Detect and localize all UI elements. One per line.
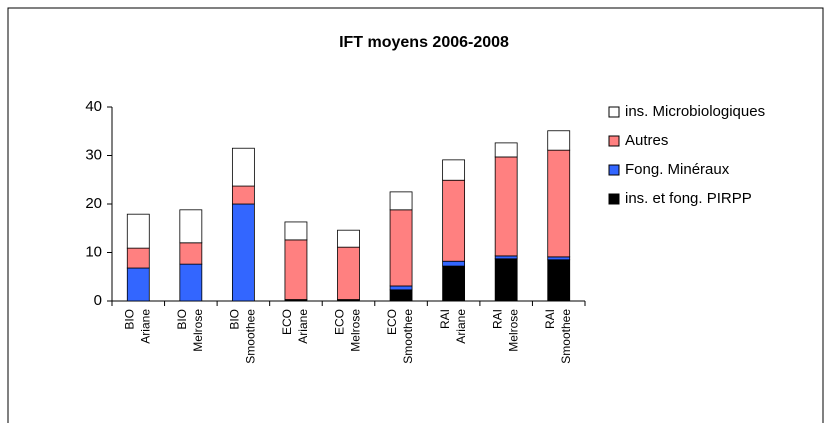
bar-segment [284, 221, 308, 241]
bar-segment [442, 159, 466, 181]
x-tick-label: Smoothee [244, 309, 258, 364]
bar-segment [179, 263, 203, 302]
bar-segment [231, 203, 255, 302]
bar-segment [547, 259, 571, 302]
legend-swatch [608, 106, 620, 118]
bar-segment [337, 229, 360, 248]
bar-segment [126, 247, 150, 269]
legend-label: ins. Microbiologiques [625, 103, 765, 120]
x-tick-label: ECO [385, 309, 399, 335]
x-tick-label: Smoothee [559, 309, 573, 364]
y-tick-label: 30 [85, 146, 102, 163]
y-tick-label: 0 [94, 292, 102, 309]
bar-segment [494, 258, 518, 302]
x-tick-label: Ariane [138, 309, 152, 344]
legend-swatch [608, 164, 620, 176]
bar-segment [231, 185, 255, 205]
bar-segment [547, 256, 571, 261]
bar-segment [547, 130, 571, 151]
bar-segment [337, 246, 360, 300]
bar-segment [389, 285, 413, 291]
x-tick-label: Smoothee [401, 309, 415, 364]
bar-segment [442, 179, 466, 262]
bar-segment [494, 255, 518, 260]
chart-title: IFT moyens 2006-2008 [339, 34, 509, 51]
x-tick-label: BIO [228, 309, 242, 330]
legend-label: ins. et fong. PIRPP [625, 190, 752, 207]
x-tick-label: Ariane [296, 309, 310, 344]
y-tick-label: 40 [85, 98, 102, 115]
bar-segment [442, 260, 466, 267]
bar-segment [494, 156, 518, 257]
legend-swatch [608, 135, 620, 147]
x-tick-label: RAI [543, 309, 557, 329]
legend-label: Autres [625, 132, 668, 149]
x-tick-label: Ariane [454, 309, 468, 344]
bar-segment [126, 213, 150, 249]
bar-segment [126, 267, 150, 302]
chart-border [7, 7, 824, 423]
bar-segment [179, 242, 203, 265]
bar-segment [389, 209, 413, 287]
bar-segment [389, 191, 413, 211]
legend-swatch [608, 193, 620, 205]
x-tick-label: RAI [490, 309, 504, 329]
bar-segment [389, 289, 413, 302]
bar-segment [284, 239, 308, 300]
x-tick-label: Melrose [349, 309, 363, 352]
x-tick-label: BIO [122, 309, 136, 330]
y-tick-label: 10 [85, 243, 102, 260]
bar-segment [547, 149, 571, 258]
x-tick-label: BIO [175, 309, 189, 330]
bar-segment [231, 147, 255, 187]
bar-segment [179, 209, 203, 244]
x-tick-label: ECO [280, 309, 294, 335]
bar-segment [442, 265, 466, 302]
bar-segment [494, 142, 518, 158]
x-tick-label: ECO [333, 309, 347, 335]
x-tick-label: RAI [438, 309, 452, 329]
legend-label: Fong. Minéraux [625, 161, 730, 178]
x-tick-label: Melrose [191, 309, 205, 352]
x-tick-label: Melrose [506, 309, 520, 352]
y-tick-label: 20 [85, 195, 102, 212]
